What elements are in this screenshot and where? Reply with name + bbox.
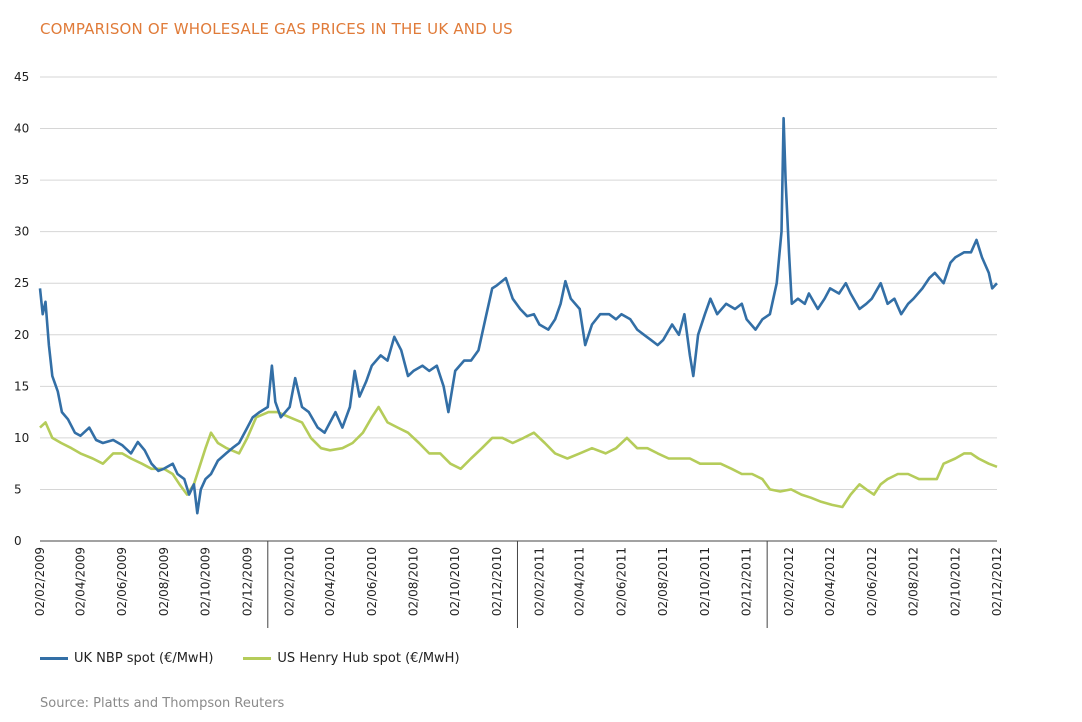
chart-title: COMPARISON OF WHOLESALE GAS PRICES IN TH… xyxy=(40,20,513,38)
x-tick-label: 02/10/2011 xyxy=(698,547,712,616)
gridlines xyxy=(40,76,997,490)
legend-item-us: US Henry Hub spot (€/MwH) xyxy=(243,651,460,666)
x-axis xyxy=(40,540,997,628)
x-tick-label: 02/06/2011 xyxy=(614,547,628,616)
x-tick-label: 02/06/2009 xyxy=(115,547,129,616)
legend-swatch-uk xyxy=(40,657,68,660)
x-tick-label: 02/08/2012 xyxy=(907,547,921,616)
y-tick-label: 20 xyxy=(14,328,29,342)
x-tick-label: 02/08/2009 xyxy=(157,547,171,616)
source-note: Source: Platts and Thompson Reuters xyxy=(40,696,285,711)
x-tick-label: 02/04/2009 xyxy=(73,547,87,616)
x-tick-label: 02/06/2010 xyxy=(365,547,379,616)
x-tick-label: 02/02/2012 xyxy=(782,547,796,616)
y-axis-ticks: 0 5 10 15 20 25 30 35 40 45 xyxy=(14,70,29,548)
legend: UK NBP spot (€/MwH) US Henry Hub spot (€… xyxy=(40,651,490,666)
x-tick-label: 02/10/2009 xyxy=(199,547,213,616)
y-tick-label: 35 xyxy=(14,173,29,187)
x-tick-label: 02/12/2011 xyxy=(740,547,754,616)
series-line-us-henry-hub xyxy=(39,405,998,509)
y-tick-label: 5 xyxy=(14,482,22,496)
series-line-uk-nbp xyxy=(38,116,998,515)
x-tick-label: 02/08/2011 xyxy=(656,547,670,616)
legend-swatch-us xyxy=(243,657,272,660)
y-tick-label: 45 xyxy=(14,70,29,84)
y-tick-label: 25 xyxy=(14,276,29,290)
x-tick-label: 02/02/2009 xyxy=(33,547,47,616)
y-tick-label: 30 xyxy=(14,225,29,239)
legend-item-uk: UK NBP spot (€/MwH) xyxy=(40,651,213,666)
y-tick-label: 40 xyxy=(14,122,29,136)
x-tick-label: 02/02/2011 xyxy=(532,547,546,616)
x-tick-label: 02/12/2010 xyxy=(490,547,504,616)
x-tick-label: 02/06/2012 xyxy=(865,547,879,616)
x-tick-label: 02/08/2010 xyxy=(406,547,420,616)
series-lines xyxy=(38,116,998,515)
y-tick-label: 15 xyxy=(14,379,29,393)
legend-label-us: US Henry Hub spot (€/MwH) xyxy=(277,651,460,666)
x-tick-label: 02/10/2010 xyxy=(448,547,462,616)
y-tick-label: 0 xyxy=(14,534,22,548)
legend-label-uk: UK NBP spot (€/MwH) xyxy=(74,651,214,666)
x-tick-label: 02/10/2012 xyxy=(948,547,962,616)
x-tick-label: 02/02/2010 xyxy=(283,547,297,616)
x-axis-ticks: 02/02/2009 02/04/2009 02/06/2009 02/08/2009… xyxy=(33,547,1004,616)
x-tick-label: 02/04/2011 xyxy=(573,547,587,616)
y-tick-label: 10 xyxy=(14,431,29,445)
x-tick-label: 02/12/2012 xyxy=(990,547,1004,616)
x-tick-label: 02/04/2012 xyxy=(823,547,837,616)
x-tick-label: 02/12/2009 xyxy=(240,547,254,616)
x-tick-label: 02/04/2010 xyxy=(323,547,337,616)
